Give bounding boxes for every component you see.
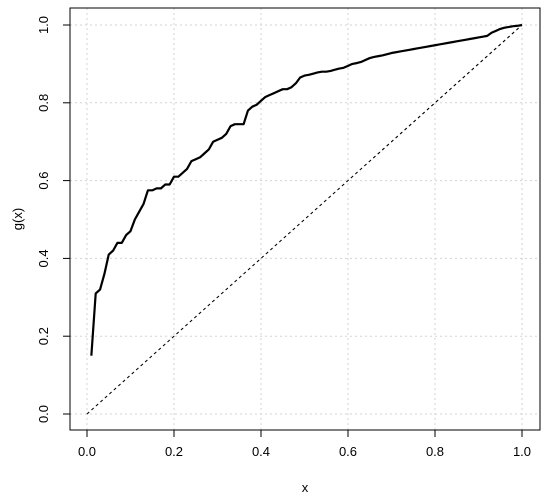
y-tick-label: 0.0 xyxy=(36,405,51,423)
reference-diagonal-line xyxy=(86,24,523,415)
y-tick-label: 1.0 xyxy=(36,16,51,34)
x-tick-label: 0.0 xyxy=(78,444,96,459)
x-tick-label: 0.4 xyxy=(252,444,270,459)
y-tick-label: 0.4 xyxy=(36,249,51,267)
g-curve-line xyxy=(90,23,523,356)
y-tick-label: 0.2 xyxy=(36,327,51,345)
x-tick-label: 1.0 xyxy=(513,444,531,459)
x-tick-label: 0.6 xyxy=(339,444,357,459)
grid xyxy=(70,8,540,430)
y-tick-label: 0.6 xyxy=(36,172,51,190)
series-layer xyxy=(86,23,523,415)
x-axis: 0.0 0.2 0.4 0.6 0.8 1.0 xyxy=(78,429,531,459)
plot-frame xyxy=(69,7,541,431)
y-axis-label: g(x) xyxy=(10,208,25,230)
x-tick-label: 0.2 xyxy=(165,444,183,459)
y-tick-label: 0.8 xyxy=(36,94,51,112)
x-tick-label: 0.8 xyxy=(426,444,444,459)
y-axis: 0.0 0.2 0.4 0.6 0.8 1.0 xyxy=(36,16,71,423)
x-axis-label: x xyxy=(302,480,309,495)
